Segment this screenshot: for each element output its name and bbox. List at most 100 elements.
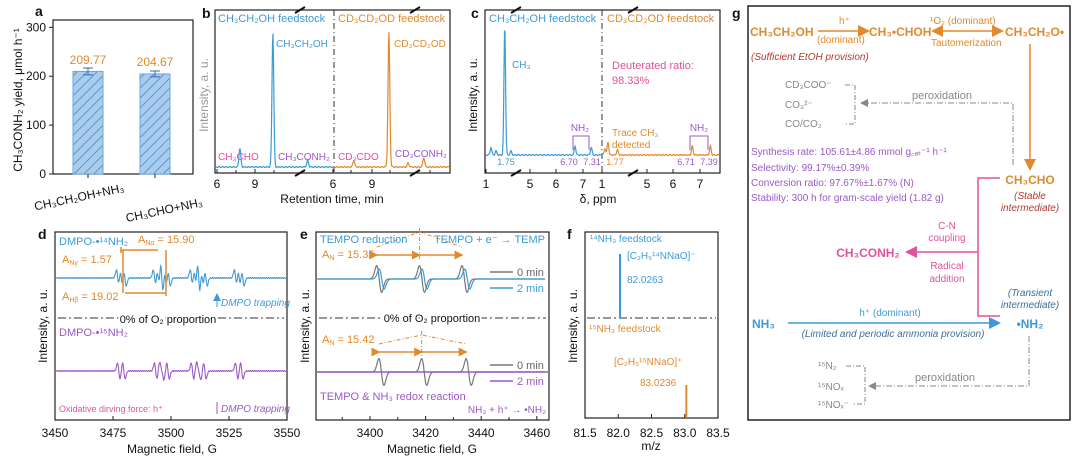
x-tick-label: 3440	[468, 426, 495, 440]
axis-break-icon	[409, 169, 421, 177]
driving-force-label: Oxidative dirving force: h⁺	[59, 404, 163, 414]
y-axis-label-c: Intensity, a. u.	[466, 58, 480, 132]
transient-note-2: intermediate)	[1001, 300, 1059, 311]
y-axis-label-e: Intensity, a. u.	[298, 289, 312, 363]
byproduct: ¹⁵NOₓ	[818, 382, 844, 393]
y-tick-label: 100	[26, 118, 46, 132]
an-bottom-label: AN = 15.42	[322, 334, 374, 347]
ammonia: NH₃	[752, 317, 775, 331]
x-axis-label-e: Magnetic field, G	[387, 442, 477, 456]
x-tick-label: 6	[330, 177, 337, 191]
series-title-b-right: CD₃CD₂OD feedstock	[338, 13, 446, 25]
category-label-2: CH₃CHO+NH₃	[125, 195, 204, 225]
panel-e: e 3400 3420 3440 3460 Intensity, a. u. Magn…	[298, 226, 550, 456]
dominant-label: (dominant)	[817, 35, 865, 46]
x-tick-label: 9	[369, 177, 376, 191]
shift-label: 1.77	[606, 157, 624, 167]
x-tick-label: 7	[697, 177, 704, 191]
feedstock-15n-label: ¹⁵NH₃ feedstock	[589, 324, 662, 335]
peroxidation-label-2: peroxidation	[915, 372, 975, 384]
x-tick-label: 3525	[216, 426, 243, 440]
hyperfine-bracket	[120, 247, 167, 296]
series-title-d-bottom: DMPO-•¹⁵NH₂	[59, 327, 128, 339]
peroxidation-arrow-2	[868, 336, 1030, 390]
ion-14n-label: [C₂H₅¹⁴NNaO]⁻	[627, 251, 696, 262]
bottom-label-e-left: TEMPO & NH₃ redox reaction	[320, 391, 466, 403]
panel-b: b 6 9 6 9 Intensity, a. u. Retention time, …	[197, 5, 451, 206]
byproduct: CO/CO₂	[785, 119, 822, 130]
cn-label-1: C-N	[938, 221, 956, 232]
peak-label-cd3cd2od: CD₃CD₂OD	[394, 39, 446, 50]
x-tick-label: 5	[527, 177, 534, 191]
stat-conversion: Conversion ratio: 97.67%±1.67% (N)	[751, 178, 914, 189]
tautomerization-label: Tautomerization	[931, 38, 1002, 49]
peak-label-ch3cho: CH₃CHO	[218, 152, 259, 163]
shift-label: 1.75	[497, 157, 515, 167]
stable-note-1: (Stable	[1014, 191, 1046, 202]
x-axis-label-f: m/z	[641, 439, 660, 453]
hyperfine-ah-label: AHβ = 19.02	[62, 291, 119, 304]
axis-break-icon	[510, 6, 522, 14]
nh2-bracket-left	[572, 135, 590, 150]
shift-label: 6.70	[560, 157, 578, 167]
bar-2	[139, 73, 171, 175]
axis-break-icon	[409, 6, 421, 14]
trace-cd3cd2od-feedstock	[333, 32, 450, 169]
trapping-label-top: DMPO trapping	[221, 298, 290, 309]
byproduct-bracket	[846, 365, 866, 405]
hyperfine-ang-label: ANγ = 1.57	[62, 254, 112, 267]
x-axis-label-b: Retention time, min	[280, 192, 383, 206]
trace-ch3-label: Trace CH₃	[612, 128, 658, 139]
x-tick-label: 1	[599, 177, 606, 191]
x-tick-label: 3500	[158, 426, 185, 440]
x-tick-label: 3400	[357, 426, 384, 440]
epr-trace-top-2min	[317, 268, 546, 290]
stat-selectivity: Selectivity: 99.17%±0.39%	[751, 163, 869, 174]
x-axis-label-d: Magnetic field, G	[127, 442, 217, 456]
plot-frame-e	[315, 231, 550, 421]
x-tick-label: 9	[252, 177, 259, 191]
panel-label-a: a	[35, 3, 43, 19]
series-title-c-right: CD₃CD₂OD feedstock	[607, 13, 715, 25]
y-axis-label-f: Intensity, a. u.	[566, 289, 580, 363]
x-tick-label: 7	[580, 177, 587, 191]
byproduct-bracket	[845, 84, 856, 125]
value-label-1: 209.77	[70, 53, 107, 67]
nh2-label-right: NH₂	[690, 123, 708, 134]
axis-break-icon	[510, 169, 522, 177]
trace-ch3ch2oh-feedstock	[215, 33, 334, 169]
feedstock-14n-label: ¹⁴NH₃ feedstock	[590, 234, 663, 245]
peroxidation-arrow-1	[860, 99, 1014, 165]
epr-trace-dmpo-15nh2	[55, 361, 287, 382]
shift-label: 7.31	[583, 157, 601, 167]
series-title-d-top: DMPO-•¹⁴NH₂	[59, 236, 128, 248]
hyperfine-guide	[376, 228, 463, 259]
ch3-label: CH₃	[512, 60, 531, 71]
y-tick-label: 200	[26, 69, 46, 83]
plot-frame-a	[52, 19, 194, 175]
legend-0min-bottom: 0 min	[517, 360, 544, 372]
mz-14n-label: 82.0263	[627, 275, 664, 286]
panel-label-f: f	[567, 226, 572, 242]
byproduct: CO₃²⁻	[785, 100, 813, 111]
mz-15n-label: 83.0236	[640, 378, 677, 389]
coupling-bracket	[977, 177, 1000, 317]
category-label-1: CH₃CH₂OH+NH₃	[33, 181, 125, 214]
panel-label-e: e	[300, 226, 308, 242]
title-e-right: TEMPO + e⁻ → TEMP	[434, 234, 545, 246]
error-bar-2	[150, 70, 160, 78]
byproduct: ¹⁵N₂	[818, 361, 837, 372]
nh2-bracket-right	[689, 135, 709, 150]
panel-a: a 0 100 200 300 CH₃CONH₂ yield, μmol h⁻¹ CH…	[11, 3, 204, 225]
bottom-label-e-right: NH₃ + h⁺ → •NH₂	[468, 405, 546, 416]
h-plus-label: h⁺	[839, 16, 850, 27]
y-axis-label-a: CH₃CONH₂ yield, μmol h⁻¹	[11, 28, 25, 171]
series-title-b-left: CH₃CH₂OH feedstock	[218, 13, 326, 25]
amino-radical: •NH₂	[1017, 317, 1044, 331]
axis-break-icon	[294, 6, 306, 14]
y-axis-label-d: Intensity, a. u.	[36, 289, 50, 363]
divider-label-d: 0% of O₂ proportion	[120, 314, 217, 326]
axis-break-icon	[627, 169, 639, 177]
value-label-2: 204.67	[137, 55, 174, 69]
